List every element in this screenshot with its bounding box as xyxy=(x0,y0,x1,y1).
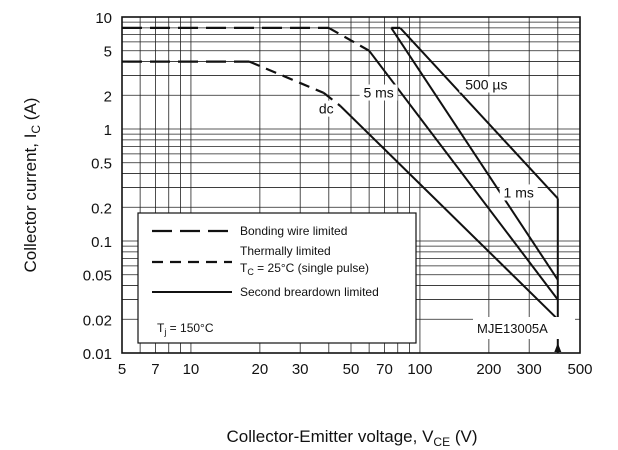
y-tick-label: 0.2 xyxy=(91,200,112,217)
curve-label: 5 ms xyxy=(363,85,393,101)
x-tick-label: 50 xyxy=(343,361,360,378)
curve-solid xyxy=(399,27,559,200)
y-tick-label: 0.05 xyxy=(83,268,112,285)
curve-label-bg xyxy=(459,76,514,93)
x-tick-label: 500 xyxy=(567,361,592,378)
y-axis-title: Collector current, IC (A) xyxy=(21,98,43,273)
curve-label-bg xyxy=(359,84,398,101)
x-tick-label: 30 xyxy=(292,361,309,378)
y-axis-ticks: 10 5 2 1 0.5 0.2 0.1 0.05 0.02 0.01 xyxy=(83,10,112,363)
y-tick-label: 10 xyxy=(95,10,112,27)
y-tick-label: 0.01 xyxy=(83,346,112,363)
y-tick-label: 0.02 xyxy=(83,312,112,329)
part-label-box xyxy=(473,317,575,339)
curve-labels: dc 5 ms 500 µs 1 ms xyxy=(315,76,538,201)
x-tick-label: 7 xyxy=(151,361,159,378)
y-tick-label: 5 xyxy=(104,44,112,61)
curve-short-dash xyxy=(248,60,325,94)
curve-label: dc xyxy=(319,101,334,117)
y-tick-label: 2 xyxy=(104,88,112,105)
part-label-text: MJE13005A xyxy=(477,321,548,336)
curve-solid xyxy=(390,27,559,281)
legend-box xyxy=(137,212,417,344)
curve-label: 500 µs xyxy=(465,76,507,92)
junction-temp-note: Tj = 150°C xyxy=(157,321,214,337)
curves xyxy=(122,26,559,353)
x-tick-label: 300 xyxy=(517,361,542,378)
x-tick-label: 20 xyxy=(252,361,269,378)
y-tick-label: 1 xyxy=(104,122,112,139)
legend-label-thermal: Thermally limited xyxy=(240,244,331,258)
y-tick-label: 0.1 xyxy=(91,234,112,251)
curve-short-dash xyxy=(323,92,342,107)
curve-label: 1 ms xyxy=(504,184,534,200)
x-tick-label: 200 xyxy=(476,361,501,378)
limit-arrow xyxy=(554,343,562,352)
x-tick-label: 100 xyxy=(407,361,432,378)
legend-label-second-breakdown: Second breardown limited xyxy=(240,285,379,299)
plot-frame xyxy=(121,16,581,354)
legend-label-thermal-condition: TC = 25°C (single pulse) xyxy=(240,261,369,277)
legend: Bonding wire limited Thermally limited T… xyxy=(137,212,417,344)
curve-label-bg xyxy=(499,184,538,201)
x-tick-label: 10 xyxy=(183,361,200,378)
part-label: MJE13005A xyxy=(473,317,575,339)
x-tick-label: 70 xyxy=(376,361,393,378)
x-tick-label: 5 xyxy=(118,361,126,378)
curve-label-bg xyxy=(315,100,338,117)
y-tick-label: 0.5 xyxy=(91,156,112,173)
x-axis-title: Collector-Emitter voltage, VCE (V) xyxy=(227,427,478,449)
legend-label-bonding: Bonding wire limited xyxy=(240,224,347,238)
curve-short-dash xyxy=(328,26,370,52)
x-axis-ticks: 5 7 10 20 30 50 70 100 200 300 500 xyxy=(118,361,593,378)
curve-solid xyxy=(368,50,559,301)
curve-solid xyxy=(339,105,559,321)
